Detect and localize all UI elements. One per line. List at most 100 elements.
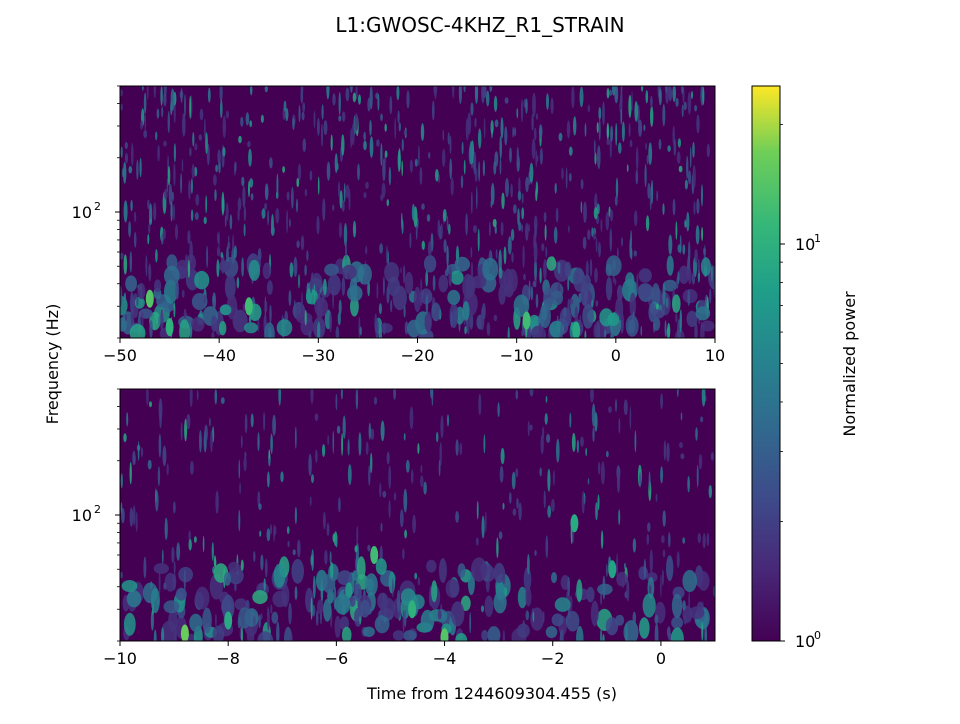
spectrogram-tile: [180, 422, 183, 441]
spectrogram-tile: [532, 280, 536, 288]
spectrogram-tile: [702, 86, 705, 106]
spectrogram-tile: [338, 222, 343, 238]
spectrogram-tile: [498, 284, 506, 305]
spectrogram-tile: [286, 209, 289, 234]
spectrogram-tile: [534, 258, 537, 281]
spectrogram-tile: [567, 276, 570, 291]
spectrogram-tile: [292, 117, 295, 130]
spectrogram-tile: [176, 542, 181, 561]
spectrogram-tile: [292, 549, 296, 556]
spectrogram-tile: [341, 277, 346, 296]
spectrogram-tile: [214, 189, 217, 202]
spectrogram-tile: [490, 200, 493, 208]
spectrogram-tile: [675, 221, 678, 240]
spectrogram-tile: [418, 145, 420, 167]
spectrogram-tile: [618, 417, 621, 434]
spectrogram-tile: [123, 612, 136, 636]
spectrogram-tile: [512, 508, 517, 516]
spectrogram-tile: [317, 599, 324, 615]
spectrogram-tile: [681, 86, 684, 95]
spectrogram-tile: [399, 509, 404, 528]
spectrogram-tile: [123, 292, 127, 304]
spectrogram-tile: [481, 515, 485, 539]
spectrogram-tile: [417, 576, 421, 586]
spectrogram-tile: [120, 89, 123, 97]
spectrogram-tile: [660, 466, 664, 484]
spectrogram-tile: [571, 86, 575, 109]
spectrogram-tile: [350, 86, 353, 93]
spectrogram-tile: [600, 218, 603, 233]
spectrogram-tile: [242, 303, 246, 312]
spectrogram-tile: [701, 184, 703, 207]
spectrogram-tile: [455, 511, 459, 523]
spectrogram-tile: [522, 245, 525, 269]
spectrogram-tile: [367, 544, 371, 552]
spectrogram-tile: [427, 241, 432, 257]
x-tick-label: 0: [611, 346, 621, 365]
spectrogram-tile: [326, 522, 330, 537]
spectrogram-tile: [469, 141, 473, 165]
spectrogram-tile: [460, 175, 464, 189]
spectrogram-tile: [527, 554, 530, 575]
spectrogram-tile: [576, 625, 584, 641]
spectrogram-tile: [512, 126, 515, 138]
spectrogram-tile: [125, 152, 128, 164]
spectrogram-tile: [219, 321, 227, 336]
spectrogram-tile: [345, 582, 353, 599]
spectrogram-tile: [531, 138, 536, 160]
spectrogram-tile: [140, 120, 144, 130]
spectrogram-tile: [651, 308, 665, 319]
spectrogram-tile: [585, 260, 589, 280]
spectrogram-tile: [600, 461, 605, 485]
spectrogram-tile: [689, 146, 692, 169]
spectrogram-tile: [221, 594, 235, 621]
spectrogram-tile: [189, 389, 193, 408]
spectrogram-tile: [282, 166, 285, 173]
spectrogram-tile: [227, 241, 230, 250]
spectrogram-tile: [273, 524, 275, 542]
spectrogram-tile: [490, 120, 494, 135]
spectrogram-tile: [666, 555, 674, 582]
spectrogram-tile: [323, 278, 327, 296]
spectrogram-tile: [525, 587, 532, 607]
power-hotspot: [145, 289, 154, 308]
spectrogram-tile: [566, 610, 580, 632]
spectrogram-tile: [629, 139, 633, 148]
spectrogram-tile: [300, 86, 304, 94]
spectrogram-tile: [205, 195, 208, 214]
spectrogram-tile: [679, 442, 683, 449]
spectrogram-tile: [409, 406, 414, 430]
spectrogram-tile: [370, 428, 375, 441]
spectrogram-tile: [132, 505, 136, 526]
spectrogram-tile: [315, 449, 318, 463]
spectrogram-tile: [421, 240, 425, 250]
spectrogram-tile: [381, 182, 386, 198]
spectrogram-tile: [134, 211, 137, 223]
colorbar-gradient: [751, 85, 781, 642]
spectrogram-tile: [150, 587, 160, 614]
spectrogram-tile: [529, 389, 534, 397]
spectrogram-tile: [298, 105, 301, 123]
spectrogram-tile: [547, 505, 552, 518]
spectrogram-tile: [148, 223, 151, 235]
spectrogram-tile: [392, 285, 407, 311]
spectrogram-tile: [276, 621, 280, 641]
spectrogram-tile: [549, 320, 564, 338]
spectrogram-tile: [290, 633, 293, 641]
spectrogram-tile: [598, 242, 601, 258]
spectrogram-tile: [677, 244, 682, 253]
spectrogram-tile: [673, 138, 677, 156]
spectrogram-tile: [411, 203, 415, 221]
spectrogram-tile: [207, 87, 211, 103]
spectrogram-tile: [551, 572, 557, 584]
spectrogram-tile: [662, 549, 666, 558]
spectrogram-tile: [270, 604, 273, 614]
spectrogram-tile: [120, 103, 123, 111]
spectrogram-tile: [702, 322, 705, 338]
spectrogram-tile: [402, 548, 405, 560]
spectrogram-tile: [241, 176, 245, 187]
spectrogram-tile: [637, 283, 653, 298]
power-hotspot: [522, 311, 531, 330]
spectrogram-tile: [329, 551, 332, 565]
